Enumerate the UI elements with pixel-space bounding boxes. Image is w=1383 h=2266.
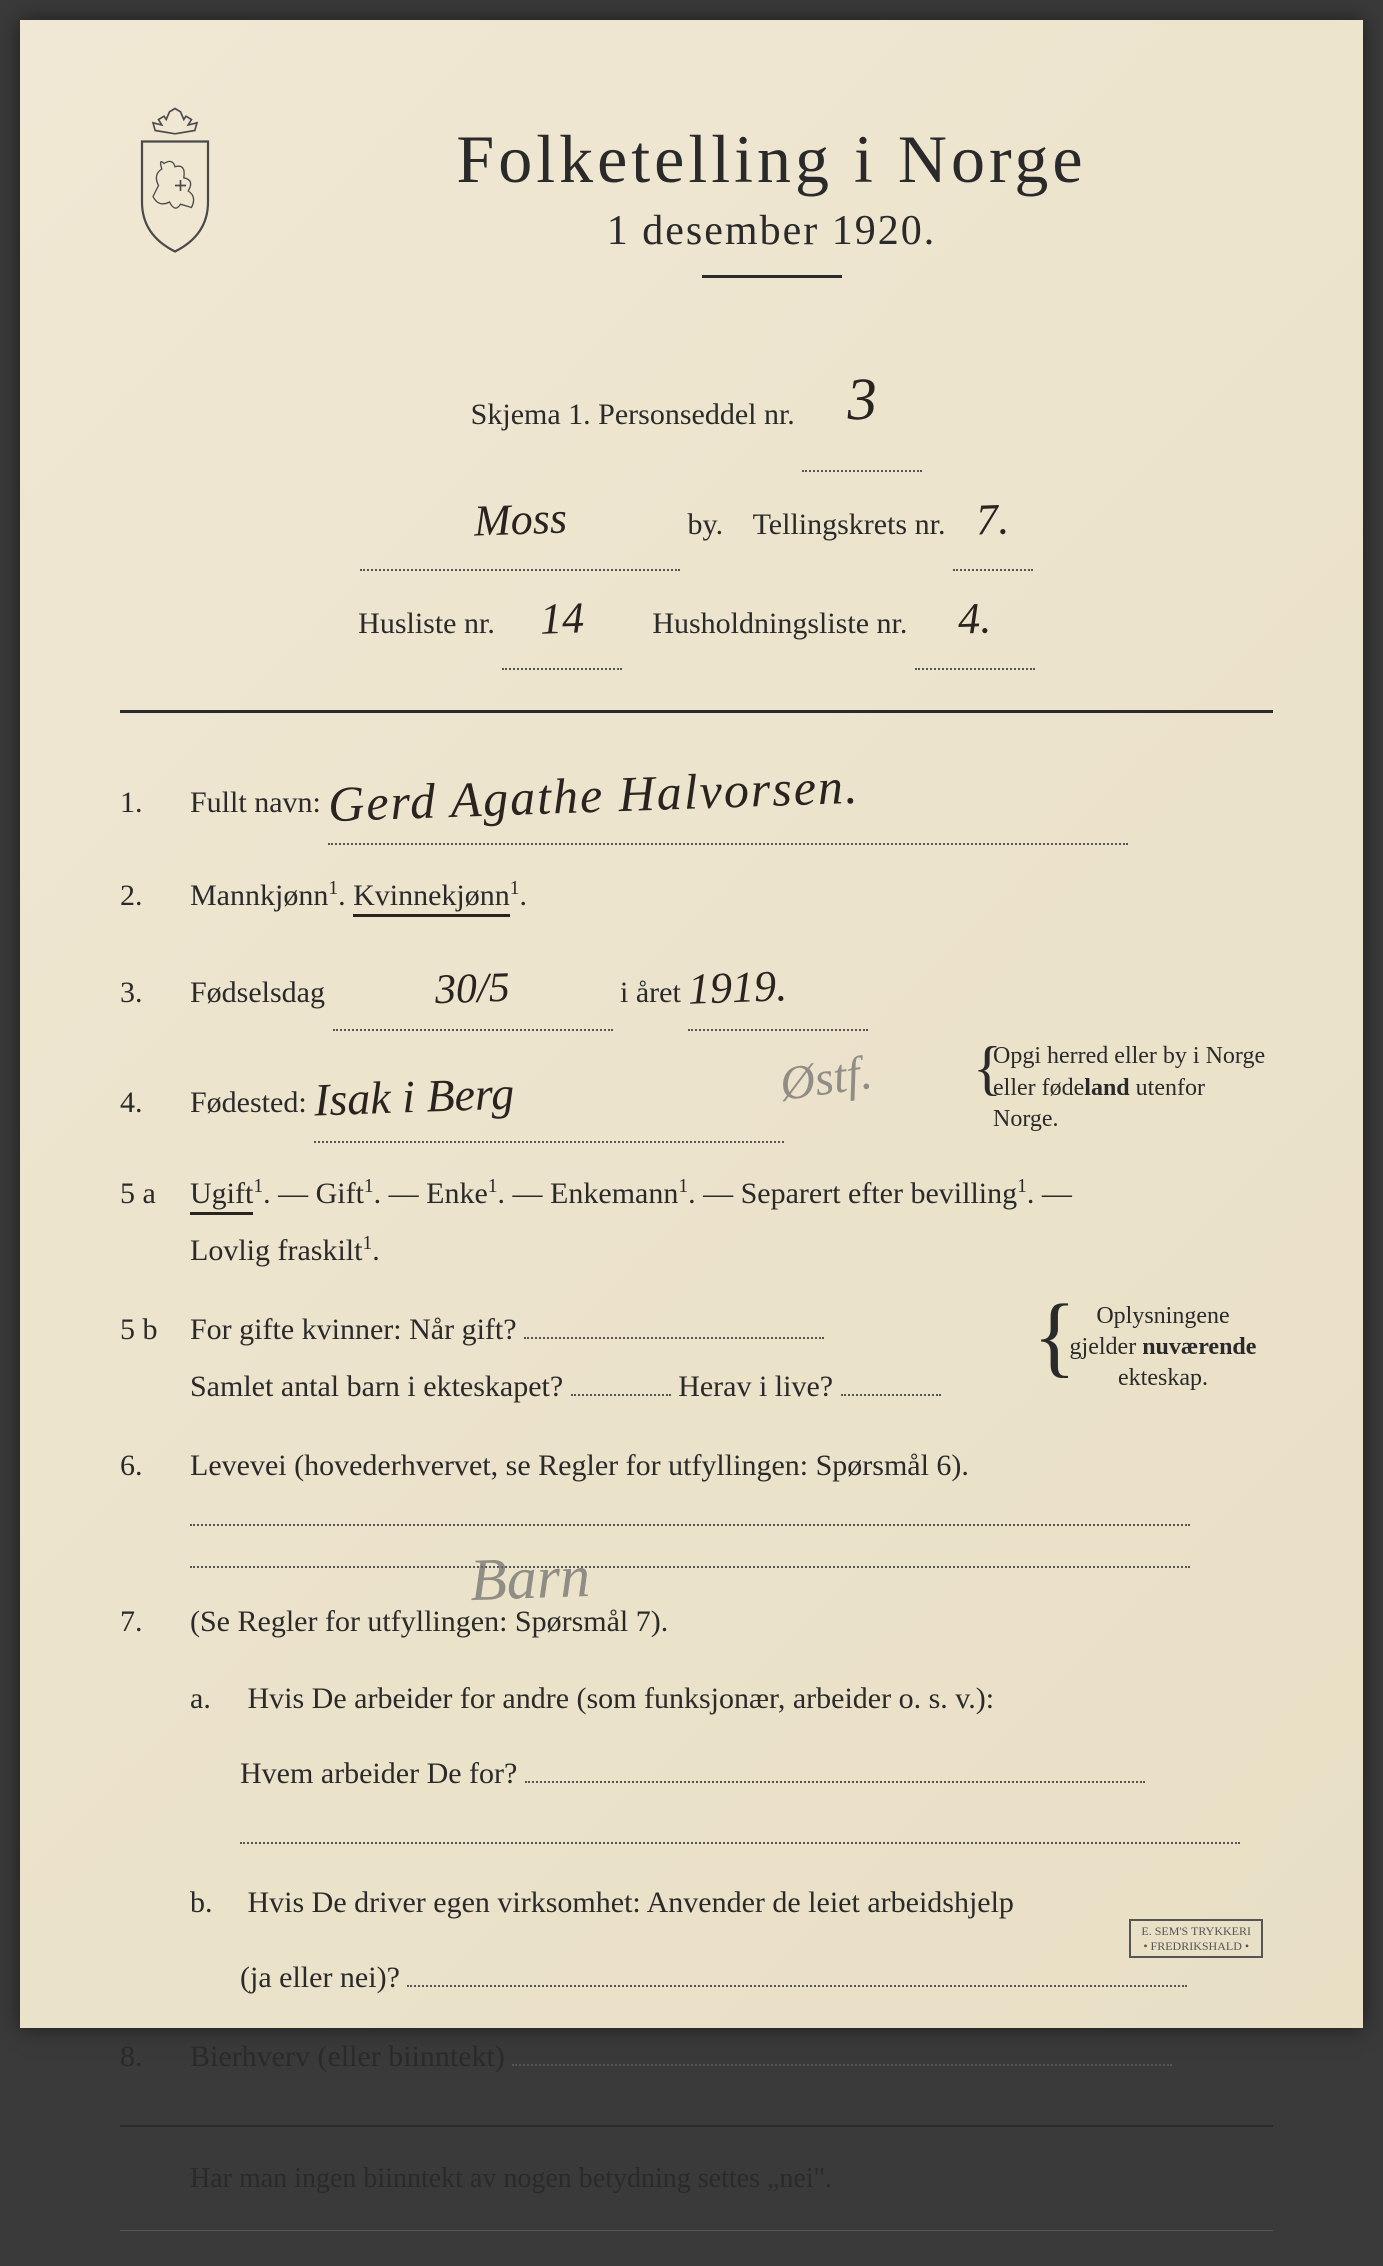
q3-year-value: 1919. bbox=[687, 944, 789, 1031]
q5b-row: 5 b For gifte kvinner: Når gift? Samlet … bbox=[120, 1301, 1273, 1415]
q5a-enke: Enke bbox=[426, 1177, 488, 1210]
divider-top bbox=[120, 710, 1273, 713]
q4-row: 4. Fødested: Isak i Berg Østf. { Opgi he… bbox=[120, 1053, 1273, 1142]
krets-value: 7. bbox=[975, 471, 1011, 569]
q7b-text1: Hvis De driver egen virksomhet: Anvender… bbox=[248, 1886, 1014, 1919]
q7b-letter: b. bbox=[190, 1874, 240, 1931]
q1-label: Fullt navn: bbox=[190, 786, 321, 819]
q4-label: Fødested: bbox=[190, 1086, 307, 1119]
city-label: by. bbox=[688, 508, 724, 541]
q1-value: Gerd Agathe Halvorsen. bbox=[327, 738, 861, 851]
q7b-text2: (ja eller nei)? bbox=[240, 1961, 400, 1994]
schema-value: 3 bbox=[845, 333, 880, 466]
q5b-num: 5 b bbox=[120, 1301, 190, 1358]
husliste-line: Husliste nr. 14 Husholdningsliste nr. 4. bbox=[120, 571, 1273, 670]
census-form-page: Folketelling i Norge 1 desember 1920. Sk… bbox=[20, 20, 1363, 2028]
q5a-ugift: Ugift bbox=[190, 1177, 253, 1215]
q5a-fraskilt: Lovlig fraskilt bbox=[190, 1234, 362, 1267]
krets-label: Tellingskrets nr. bbox=[753, 508, 946, 541]
q2-num: 2. bbox=[120, 867, 190, 924]
meta-block: Skjema 1. Personseddel nr. 3 Moss by. Te… bbox=[120, 338, 1273, 670]
main-title: Folketelling i Norge bbox=[270, 120, 1273, 199]
q5b-note2: gjelder nuværende bbox=[1053, 1332, 1273, 1363]
q7-label: (Se Regler for utfyllingen: Spørsmål 7). bbox=[190, 1605, 668, 1638]
q7a-text1: Hvis De arbeider for andre (som funksjon… bbox=[248, 1682, 995, 1715]
q3-num: 3. bbox=[120, 964, 190, 1021]
q6-label: Levevei (hovederhvervet, se Regler for u… bbox=[190, 1449, 969, 1482]
q8-num: 8. bbox=[120, 2028, 190, 2085]
q4-side-note: { Opgi herred eller by i Norge eller fød… bbox=[993, 1041, 1273, 1135]
q4-pencil-note: Østf. bbox=[774, 1027, 878, 1130]
footnote-text: Her kan svares ved tydelig understreknin… bbox=[134, 2240, 727, 2265]
q5b-label3: Herav i live? bbox=[678, 1370, 833, 1403]
subtitle: 1 desember 1920. bbox=[270, 207, 1273, 255]
q7a-text2: Hvem arbeider De for? bbox=[240, 1757, 517, 1790]
city-line: Moss by. Tellingskrets nr. 7. bbox=[120, 472, 1273, 571]
q2-male: Mannkjønn bbox=[190, 879, 328, 912]
husliste-label: Husliste nr. bbox=[358, 607, 495, 640]
title-rule bbox=[702, 275, 842, 278]
hushold-label: Husholdningsliste nr. bbox=[652, 607, 907, 640]
q4-num: 4. bbox=[120, 1074, 190, 1131]
divider-bottom bbox=[120, 2125, 1273, 2127]
q1-row: 1. Fullt navn: Gerd Agathe Halvorsen. bbox=[120, 748, 1273, 845]
footnote: 1 Her kan svares ved tydelig understrekn… bbox=[120, 2230, 1273, 2266]
q6-row: 6. Levevei (hovederhvervet, se Regler fo… bbox=[120, 1437, 1273, 1568]
q8-row: 8. Bierhverv (eller biinntekt) bbox=[120, 2028, 1273, 2085]
title-block: Folketelling i Norge 1 desember 1920. bbox=[270, 120, 1273, 308]
q4-value: Isak i Berg bbox=[313, 1050, 516, 1144]
q6-num: 6. bbox=[120, 1437, 190, 1494]
city-value: Moss bbox=[472, 470, 568, 570]
q3-label: Fødselsdag bbox=[190, 976, 325, 1009]
q5b-label2: Samlet antal barn i ekteskapet? bbox=[190, 1370, 563, 1403]
header: Folketelling i Norge 1 desember 1920. bbox=[120, 120, 1273, 308]
printer-stamp: E. SEM'S TRYKKERI • FREDRIKSHALD • bbox=[1129, 1919, 1263, 1958]
q2-female: Kvinnekjønn bbox=[353, 879, 510, 917]
q4-note1: Opgi herred eller by i Norge bbox=[993, 1041, 1273, 1072]
q1-num: 1. bbox=[120, 774, 190, 831]
q7-row: 7. (Se Regler for utfyllingen: Spørsmål … bbox=[120, 1593, 1273, 2006]
q5b-label1: For gifte kvinner: Når gift? bbox=[190, 1313, 517, 1346]
q5a-num: 5 a bbox=[120, 1165, 190, 1222]
q5a-gift: Gift bbox=[316, 1177, 364, 1210]
schema-line: Skjema 1. Personseddel nr. 3 bbox=[120, 338, 1273, 472]
q2-row: 2. Mannkjønn1. Kvinnekjønn1. bbox=[120, 867, 1273, 924]
q5a-row: 5 a Ugift1. — Gift1. — Enke1. — Enkemann… bbox=[120, 1165, 1273, 1279]
q5b-note3: ekteskap. bbox=[1053, 1363, 1273, 1394]
questions: 1. Fullt navn: Gerd Agathe Halvorsen. 2.… bbox=[120, 748, 1273, 2205]
q8-label: Bierhverv (eller biinntekt) bbox=[190, 2040, 505, 2073]
husliste-value: 14 bbox=[539, 570, 586, 668]
q4-note2: eller fødeland utenfor Norge. bbox=[993, 1073, 1273, 1135]
q5a-separert: Separert efter bevilling bbox=[741, 1177, 1018, 1210]
coat-of-arms-icon bbox=[120, 100, 230, 260]
q5b-side-note: { Oplysningene gjelder nuværende ekteska… bbox=[1053, 1301, 1273, 1395]
q5b-note1: Oplysningene bbox=[1053, 1301, 1273, 1332]
schema-label: Skjema 1. Personseddel nr. bbox=[471, 398, 795, 431]
footer-note: Har man ingen biinntekt av nogen betydni… bbox=[190, 2152, 1273, 2205]
hushold-value: 4. bbox=[957, 570, 993, 668]
q3-row: 3. Fødselsdag 30/5 i året 1919. bbox=[120, 946, 1273, 1032]
q3-day-value: 30/5 bbox=[434, 948, 511, 1030]
q7a-letter: a. bbox=[190, 1670, 240, 1727]
q7-num: 7. bbox=[120, 1593, 190, 1650]
q3-year-label: i året bbox=[620, 976, 681, 1009]
q5a-enkemann: Enkemann bbox=[550, 1177, 678, 1210]
